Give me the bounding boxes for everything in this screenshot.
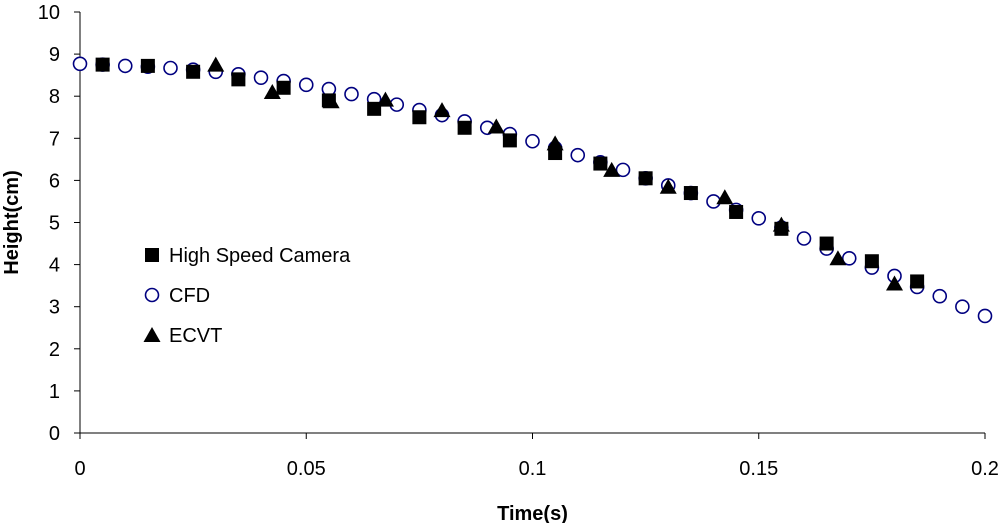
legend-label: ECVT [169,325,222,347]
data-point [117,58,133,74]
data-point [140,58,155,73]
tick-labels: 0 1 2 3 4 5 6 7 8 9 10 0 0.05 0.1 0.15 0.2 [38,2,999,480]
data-point [932,288,948,304]
data-point [829,250,847,266]
data-point [376,91,394,107]
y-tick-label: 5 [49,213,60,235]
data-point [487,118,505,134]
y-tick-label: 7 [49,128,60,150]
data-point [253,70,269,85]
y-tick-label: 1 [49,381,60,403]
y-axis-title: Height(cm) [1,170,23,274]
data-point [864,254,879,269]
x-axis-title: Time(s) [497,503,568,523]
data-point [683,186,698,201]
y-tick-label: 9 [49,44,60,66]
x-tick-label: 0.15 [739,458,778,480]
data-points [72,56,993,324]
y-tick-label: 10 [38,2,60,24]
x-tick-label: 0.05 [287,458,326,480]
data-point [298,77,314,93]
data-point [729,204,744,219]
x-tick-label: 0.2 [971,458,999,480]
data-point [796,231,812,246]
data-point [910,274,925,289]
data-point [72,56,88,72]
data-point [344,86,359,102]
y-tick-label: 2 [49,339,60,361]
data-point [163,60,178,76]
data-point [457,120,472,135]
data-point [841,250,857,266]
data-point [525,133,540,149]
legend-label: High Speed Camera [169,245,351,267]
data-point [751,210,767,226]
y-tick-label: 8 [49,86,60,108]
legend-marker [143,327,161,342]
data-point [570,147,586,163]
data-point [433,102,451,118]
y-tick-label: 6 [49,170,60,192]
data-point [231,72,246,87]
data-point [593,156,608,171]
y-tick-label: 0 [49,423,60,445]
data-point [502,133,517,148]
legend-marker [145,248,159,262]
data-point [659,178,677,194]
data-point [276,80,291,95]
data-point [367,101,382,116]
data-point [207,56,225,72]
data-point [638,171,653,186]
data-point [412,110,427,125]
data-point [886,275,903,291]
data-point [603,161,621,177]
data-point [546,135,564,151]
data-point [977,308,993,324]
axes [74,11,986,439]
data-point [263,83,281,99]
data-point [955,299,970,315]
legend-label: CFD [169,285,210,307]
y-tick-label: 4 [49,255,60,277]
data-point [95,57,110,72]
data-point [615,162,631,178]
data-point [772,216,790,232]
x-tick-label: 0 [74,458,85,480]
data-point [322,93,340,109]
data-point [819,236,834,251]
data-point [716,189,734,205]
legend: High Speed Camera CFD ECVT [143,245,351,347]
x-tick-label: 0.1 [519,458,547,480]
y-tick-label: 3 [49,297,60,319]
legend-marker [144,287,160,303]
data-point [186,64,201,79]
